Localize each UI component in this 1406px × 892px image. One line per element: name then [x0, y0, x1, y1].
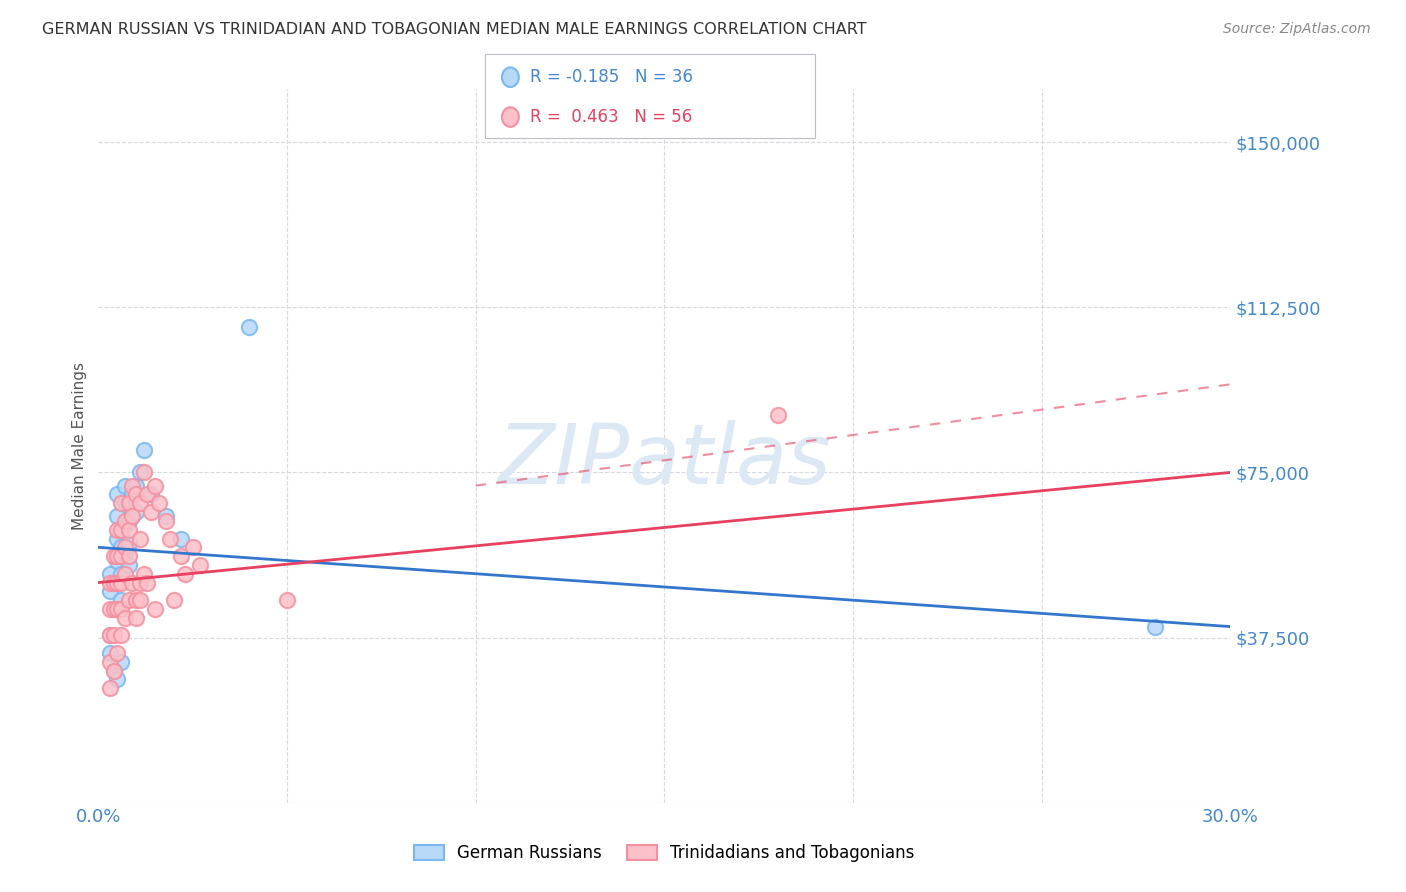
Point	[121, 509, 143, 524]
Point	[114, 566, 136, 581]
Point	[141, 487, 163, 501]
Point	[103, 602, 125, 616]
Point	[143, 602, 166, 616]
Point	[129, 532, 152, 546]
Point	[117, 514, 139, 528]
Text: ZIPatlas: ZIPatlas	[498, 420, 831, 500]
Point	[163, 593, 186, 607]
Point	[136, 575, 159, 590]
Point	[114, 541, 136, 555]
Point	[121, 478, 143, 492]
Point	[117, 593, 139, 607]
Point	[103, 549, 125, 563]
Legend: German Russians, Trinidadians and Tobagonians: German Russians, Trinidadians and Tobago…	[413, 844, 915, 863]
Point	[117, 536, 139, 550]
Point	[121, 487, 143, 501]
Point	[105, 602, 128, 616]
Point	[114, 514, 136, 528]
Point	[110, 575, 132, 590]
Point	[174, 566, 197, 581]
Point	[110, 523, 132, 537]
Point	[105, 523, 128, 537]
Text: GERMAN RUSSIAN VS TRINIDADIAN AND TOBAGONIAN MEDIAN MALE EARNINGS CORRELATION CH: GERMAN RUSSIAN VS TRINIDADIAN AND TOBAGO…	[42, 22, 868, 37]
Point	[110, 549, 132, 563]
Point	[170, 549, 193, 563]
Point	[188, 558, 211, 572]
Point	[110, 628, 132, 642]
Point	[98, 602, 121, 616]
Point	[155, 514, 177, 528]
Point	[125, 593, 148, 607]
Point	[98, 566, 121, 581]
Point	[125, 611, 148, 625]
Point	[155, 509, 177, 524]
Point	[125, 487, 148, 501]
Point	[98, 575, 121, 590]
Point	[129, 466, 152, 480]
Point	[143, 478, 166, 492]
Point	[103, 664, 125, 678]
Point	[766, 408, 789, 422]
Point	[117, 549, 139, 563]
Text: R =  0.463   N = 56: R = 0.463 N = 56	[530, 108, 692, 126]
Point	[103, 575, 125, 590]
Point	[117, 496, 139, 510]
Point	[129, 575, 152, 590]
Point	[238, 320, 260, 334]
Point	[105, 646, 128, 660]
Point	[110, 566, 132, 581]
Point	[129, 593, 152, 607]
Point	[121, 575, 143, 590]
Point	[98, 628, 121, 642]
Point	[110, 602, 132, 616]
Point	[114, 496, 136, 510]
Point	[132, 466, 155, 480]
Point	[105, 549, 128, 563]
Point	[103, 628, 125, 642]
Point	[1143, 619, 1166, 633]
Point	[98, 628, 121, 642]
Text: R = -0.185   N = 36: R = -0.185 N = 36	[530, 69, 693, 87]
Point	[114, 545, 136, 559]
Point	[98, 681, 121, 696]
Point	[110, 496, 132, 510]
Point	[105, 575, 128, 590]
Point	[170, 532, 193, 546]
Point	[132, 566, 155, 581]
Point	[110, 593, 132, 607]
Point	[132, 443, 155, 458]
Point	[98, 584, 121, 599]
Text: Source: ZipAtlas.com: Source: ZipAtlas.com	[1223, 22, 1371, 37]
Point	[114, 611, 136, 625]
Point	[103, 602, 125, 616]
Point	[105, 487, 128, 501]
Point	[141, 505, 163, 519]
Point	[117, 523, 139, 537]
Point	[117, 558, 139, 572]
Point	[110, 523, 132, 537]
Point	[114, 478, 136, 492]
Y-axis label: Median Male Earnings: Median Male Earnings	[72, 362, 87, 530]
Point	[125, 478, 148, 492]
Point	[148, 496, 170, 510]
Point	[121, 509, 143, 524]
Point	[103, 575, 125, 590]
Point	[98, 655, 121, 669]
Point	[114, 518, 136, 533]
Point	[117, 496, 139, 510]
Point	[110, 655, 132, 669]
Point	[136, 487, 159, 501]
Point	[129, 496, 152, 510]
Point	[159, 532, 181, 546]
Point	[98, 646, 121, 660]
Point	[103, 664, 125, 678]
Point	[125, 505, 148, 519]
Point	[105, 673, 128, 687]
Point	[181, 541, 204, 555]
Point	[110, 541, 132, 555]
Point	[276, 593, 298, 607]
Point	[105, 553, 128, 567]
Point	[105, 509, 128, 524]
Point	[105, 532, 128, 546]
